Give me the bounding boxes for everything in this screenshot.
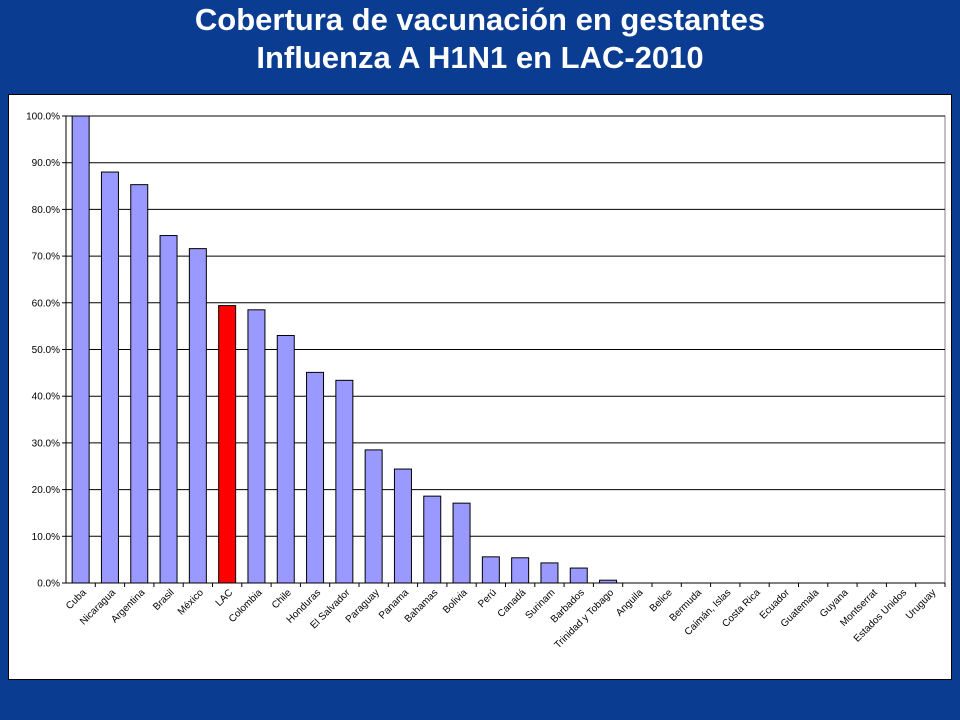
bar-lac: [218, 305, 237, 584]
title-line-2: Influenza A H1N1 en LAC-2010: [256, 40, 704, 75]
y-tick-label: 10.0%: [32, 532, 60, 543]
y-tick-label: 0.0%: [37, 579, 60, 590]
y-tick-label: 70.0%: [32, 252, 60, 263]
x-tick-label: Perú: [476, 587, 499, 610]
bar-colombia: [247, 309, 266, 584]
bar-honduras: [306, 371, 325, 584]
y-tick-label: 60.0%: [32, 298, 60, 309]
y-tick-label: 90.0%: [32, 158, 60, 169]
bar-barbados: [569, 567, 588, 584]
x-tick-label: Anguila: [614, 587, 646, 619]
y-tick-label: 80.0%: [32, 205, 60, 216]
bar-el-salvador: [335, 379, 354, 584]
bar-nicaragua: [100, 171, 119, 584]
chart-panel: 0.0% 10.0% 20.0% 30.0% 40.0% 50.0% 60.0% 70.0% 8…: [8, 94, 952, 680]
x-tick-label: Brasil: [151, 587, 176, 612]
bar-paraguay: [364, 449, 383, 584]
bar-chart: 0.0% 10.0% 20.0% 30.0% 40.0% 50.0% 60.0% 70.0% 8…: [26, 112, 946, 651]
y-tick-label: 30.0%: [32, 438, 60, 449]
y-tick-label: 20.0%: [32, 485, 60, 496]
title-line-1: Cobertura de vacunación en gestantes: [194, 2, 766, 37]
bar-bahamas: [423, 495, 442, 584]
x-tick-label: LAC: [214, 587, 236, 609]
bar-argentina: [130, 184, 149, 584]
x-tick-label: Uruguay: [904, 587, 939, 622]
y-tick-label: 100.0%: [26, 112, 60, 123]
bar-chile: [276, 334, 295, 584]
bar-brasil: [159, 235, 178, 584]
x-tick-label: Chile: [270, 587, 294, 611]
bar-cuba: [71, 115, 90, 584]
bar-per-: [481, 556, 500, 584]
x-tick-label: Bolivia: [441, 587, 470, 616]
bar-canad-: [511, 557, 530, 584]
x-tick-label: México: [176, 587, 206, 617]
bar-surinam: [540, 562, 559, 584]
x-tick-label: Belice: [648, 587, 675, 614]
y-tick-label: 50.0%: [32, 345, 60, 356]
bar-panama: [393, 468, 412, 584]
x-tick-label: Estados Unidos: [852, 587, 909, 644]
y-tick-label: 40.0%: [32, 392, 60, 403]
bar-m-xico: [188, 248, 207, 584]
bar-bolivia: [452, 502, 471, 584]
bar-trinidad-y-tobago: [599, 579, 618, 584]
slide-title: Cobertura de vacunación en gestantes Inf…: [0, 0, 960, 92]
x-tick-label: Cuba: [64, 587, 89, 612]
